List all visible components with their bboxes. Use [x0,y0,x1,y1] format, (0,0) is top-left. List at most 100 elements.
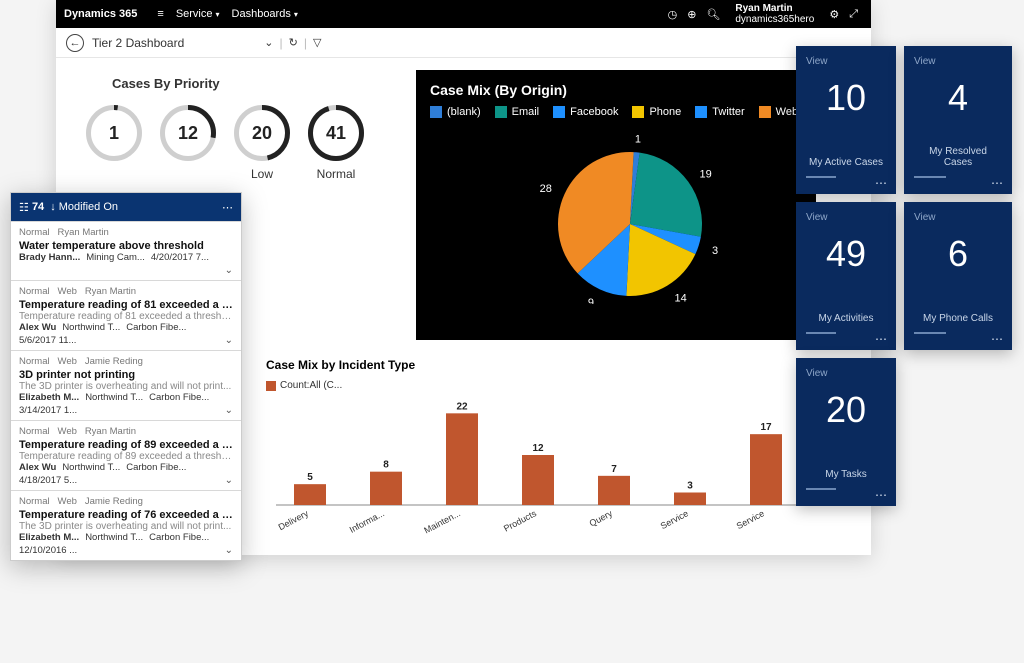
dashboard-dropdown[interactable]: ⌄ [264,36,273,49]
tile-label: My Tasks [806,469,886,480]
refresh-icon[interactable]: ↻ [289,36,298,49]
tile[interactable]: View 20 My Tasks ⋯ [796,358,896,506]
menu-service[interactable]: Service▾ [176,8,220,20]
tile-value: 20 [806,389,886,431]
bar-title: Case Mix by Incident Type [266,358,826,372]
case-item[interactable]: Normal Web Ryan Martin Temperature readi… [11,280,241,350]
tile-view-link[interactable]: View [806,368,886,379]
back-button[interactable]: ← [66,34,84,52]
tile[interactable]: View 49 My Activities ⋯ [796,202,896,350]
bar-value-label: 5 [307,472,313,483]
tile-more[interactable]: ⋯ [875,332,888,346]
tile-value: 10 [806,77,886,119]
topbar: Dynamics 365 ≡ Service▾ Dashboards▾ ◷ ⊕ … [56,0,871,28]
brand: Dynamics 365 [64,8,137,20]
tile-value: 4 [914,77,1002,119]
svg-text:41: 41 [326,123,346,143]
subbar: ← Tier 2 Dashboard ⌄ | ↻ | ▽ [56,28,871,58]
bar-block: Case Mix by Incident Type Count:All (C..… [266,358,826,525]
legend-swatch [495,106,507,118]
bar-legend-label: Count:All (C... [280,380,342,391]
bar-category-label: Query [588,508,615,529]
gauge: 41 Normal [308,105,364,181]
case-title: Water temperature above threshold [19,240,233,252]
case-item[interactable]: Normal Web Ryan Martin Temperature readi… [11,420,241,490]
legend-swatch [430,106,442,118]
case-title: Temperature reading of 89 exceeded a thr… [19,439,233,451]
tile-more[interactable]: ⋯ [875,488,888,502]
legend-swatch [553,106,565,118]
svg-text:1: 1 [109,123,119,143]
tile-view-link[interactable]: View [806,212,886,223]
tile[interactable]: View 4 My Resolved Cases ⋯ [904,46,1012,194]
legend-item: Web [759,106,798,118]
bar-legend-swatch [266,381,276,391]
expand-icon[interactable]: ⌄ [225,475,233,486]
expand-icon[interactable]: ⌄ [225,335,233,346]
filter-icon[interactable]: ▽ [313,36,321,49]
tile-label: My Phone Calls [914,313,1002,324]
pie-value-label: 3 [712,245,718,257]
chevron-down-icon: ▾ [216,10,220,19]
expand-icon[interactable]: ⌄ [225,265,233,276]
bar-category-label: Informa... [348,508,386,535]
bar-category-label: Delivery [277,508,311,532]
pie-value-label: 19 [700,168,712,180]
bar [674,493,706,506]
case-item[interactable]: Normal Web Jamie Reding 3D printer not p… [11,350,241,420]
case-title: Temperature reading of 81 exceeded a thr… [19,299,233,311]
clock-icon[interactable]: ◷ [668,8,678,21]
sort-button[interactable]: ↓Modified On [50,201,118,213]
legend-item: Email [495,106,540,118]
tile-progress [806,176,836,178]
legend-label: Facebook [570,106,618,118]
expand-icon[interactable]: ⌄ [225,545,233,556]
search-icon[interactable]: 🔍︎ [706,8,720,21]
expand-icon[interactable]: ⤢ [849,8,858,21]
tile-label: My Activities [806,313,886,324]
dashboard-content: Cases By Priority 1 12 20 Low [56,58,871,78]
expand-icon[interactable]: ⌄ [225,405,233,416]
case-row2: Elizabeth M...Northwind T...Carbon Fibe.… [19,392,233,403]
gear-icon[interactable]: ⚙ [829,8,839,21]
case-meta: Normal Web Jamie Reding [19,356,233,367]
menu-dashboards[interactable]: Dashboards▾ [232,8,298,20]
tile-more[interactable]: ⋯ [991,176,1004,190]
pie-title: Case Mix (By Origin) [430,82,802,98]
chevron-down-icon: ▾ [294,10,298,19]
legend-label: Web [776,106,798,118]
dashboard-title: Tier 2 Dashboard [92,36,184,50]
case-list-header: ☷ 74 ↓Modified On ⋯ [11,193,241,221]
case-row2: Brady Hann...Mining Cam...4/20/2017 7... [19,252,233,263]
case-meta: Normal Web Ryan Martin [19,286,233,297]
case-title: Temperature reading of 76 exceeded a thr… [19,509,233,521]
pie-value-label: 9 [588,297,594,304]
pie-panel: Case Mix (By Origin) (blank)EmailFaceboo… [416,70,816,340]
bar-value-label: 12 [532,443,544,454]
case-item[interactable]: Normal Ryan Martin Water temperature abo… [11,221,241,280]
tile-view-link[interactable]: View [914,56,1002,67]
hamburger-icon[interactable]: ≡ [157,8,163,20]
tile-value: 6 [914,233,1002,275]
user-name: Ryan Martin [735,3,814,14]
tile-view-link[interactable]: View [806,56,886,67]
case-item[interactable]: Normal Web Jamie Reding Temperature read… [11,490,241,560]
add-icon[interactable]: ⊕ [687,8,696,21]
legend-label: Twitter [712,106,744,118]
case-list-panel: ☷ 74 ↓Modified On ⋯ Normal Ryan Martin W… [10,192,242,561]
tile-progress [806,488,836,490]
case-row2: Alex WuNorthwind T...Carbon Fibe... [19,322,233,333]
sort-label: Modified On [59,201,118,213]
tile-more[interactable]: ⋯ [875,176,888,190]
tile-more[interactable]: ⋯ [991,332,1004,346]
tile[interactable]: View 10 My Active Cases ⋯ [796,46,896,194]
user-block[interactable]: Ryan Martin dynamics365hero [735,3,814,25]
tile[interactable]: View 6 My Phone Calls ⋯ [904,202,1012,350]
case-list-more[interactable]: ⋯ [222,201,233,214]
gauge: 20 Low [234,105,290,181]
tile-view-link[interactable]: View [914,212,1002,223]
pie-value-label: 28 [540,183,552,195]
bar [522,455,554,505]
case-meta: Normal Ryan Martin [19,227,233,238]
legend-swatch [632,106,644,118]
